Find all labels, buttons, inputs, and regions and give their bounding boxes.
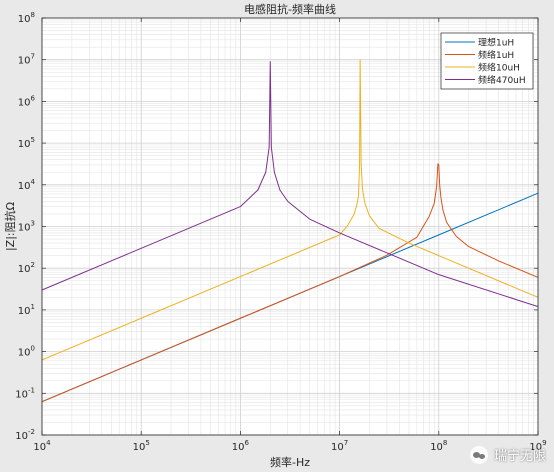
- y-tick-label: 106: [18, 94, 36, 108]
- x-tick-label: 109: [529, 439, 546, 453]
- y-tick-label: 107: [18, 53, 35, 67]
- legend-label: 理想1uH: [478, 37, 514, 49]
- y-tick-label: 102: [18, 261, 35, 275]
- x-tick-label: 105: [133, 439, 150, 453]
- y-tick-label: 104: [18, 178, 36, 192]
- series-line-4: [41, 61, 539, 308]
- chart-title: 电感阻抗-频率曲线: [244, 2, 336, 16]
- x-tick-label: 106: [232, 439, 250, 453]
- watermark-text: 瑞宁无限: [493, 449, 546, 464]
- y-tick-label: 103: [18, 220, 35, 234]
- y-axis-label: |Z|:阻抗Ω: [3, 202, 17, 251]
- tick-marks: [41, 17, 539, 436]
- legend-label: 频络10uH: [478, 62, 520, 74]
- y-tick-label: 10-1: [15, 386, 35, 400]
- y-tick-label: 10-2: [15, 428, 35, 442]
- y-tick-label: 100: [18, 345, 35, 359]
- watermark: 瑞宁无限: [469, 445, 546, 464]
- x-tick-label: 104: [33, 439, 51, 453]
- legend-label: 频络470uH: [478, 74, 526, 86]
- y-tick-label: 101: [18, 303, 35, 317]
- y-tick-label: 108: [18, 11, 35, 25]
- series-line-3: [41, 59, 539, 361]
- wechat-logo-icon: [469, 445, 488, 464]
- x-tick-label: 107: [331, 439, 348, 453]
- x-tick-label: 108: [430, 439, 447, 453]
- series-line-2: [41, 163, 539, 403]
- legend-label: 频络1uH: [478, 49, 514, 61]
- x-axis-label: 频率-Hz: [270, 455, 310, 469]
- y-tick-label: 105: [18, 136, 35, 150]
